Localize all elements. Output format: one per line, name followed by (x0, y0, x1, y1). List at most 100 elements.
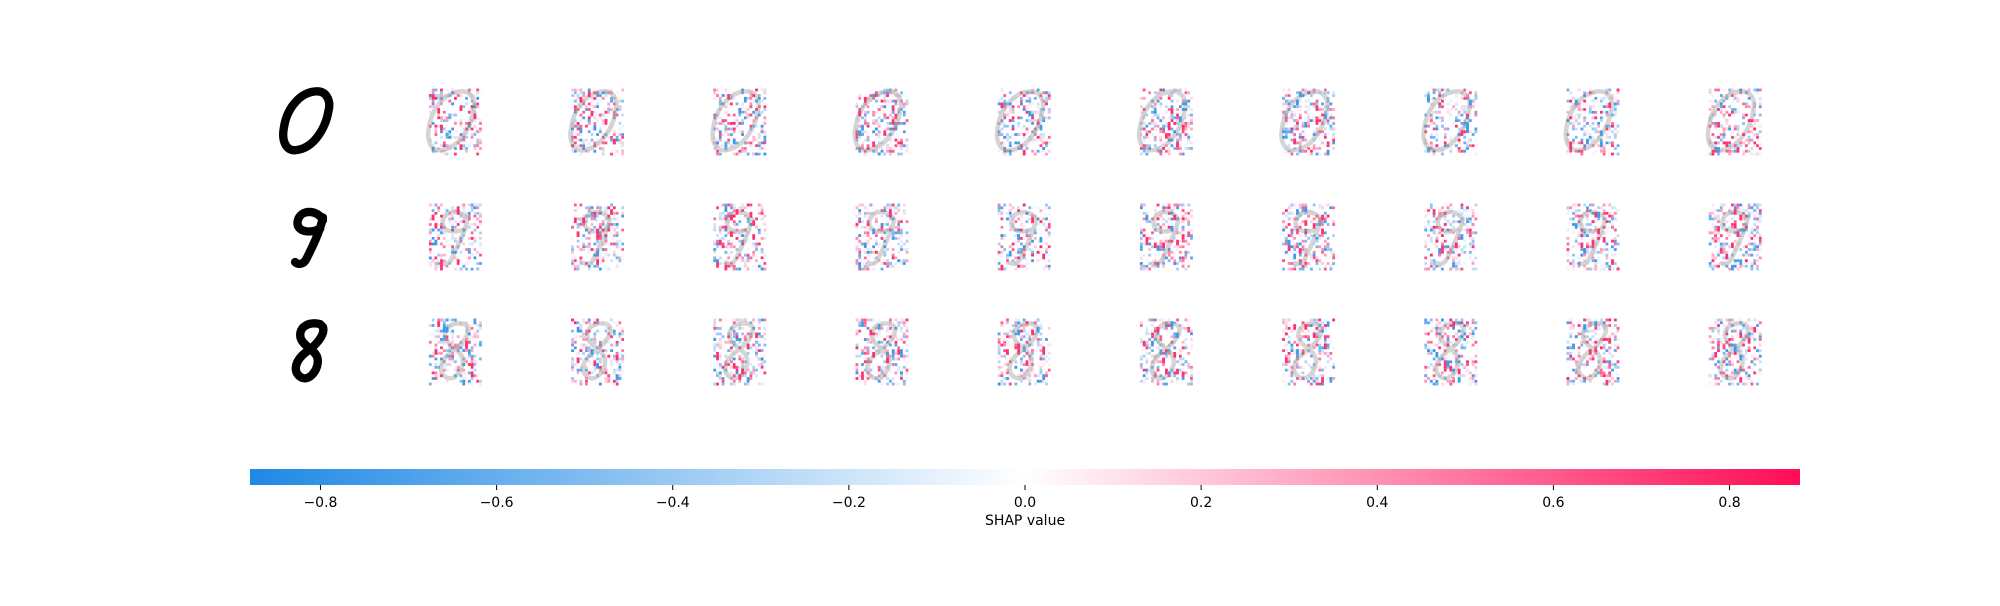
shap-pixel (476, 88, 480, 92)
shap-pixel (590, 138, 594, 142)
shap-pixel (1438, 105, 1442, 109)
shap-pixel (1045, 116, 1048, 120)
shap-pixel (1173, 259, 1177, 263)
shap-pixel (1566, 152, 1570, 156)
shap-pixel (869, 253, 873, 257)
shap-pixel (1326, 256, 1330, 260)
shap-pixel (1460, 220, 1464, 224)
shap-pixel-strong (1142, 234, 1146, 237)
shap-pixel (1047, 217, 1051, 221)
shap-pixel (883, 116, 887, 120)
shap-pixel (1602, 124, 1606, 128)
shap-pixel (440, 228, 443, 232)
shap-pixel (1315, 130, 1319, 134)
shap-pixel (1574, 119, 1578, 122)
shap-pixel (440, 225, 443, 229)
shap-pixel (587, 267, 591, 271)
shap-pixel (1329, 250, 1333, 254)
shap-pixel (473, 110, 477, 114)
shap-pixel (1460, 124, 1464, 128)
shap-pixel (467, 144, 471, 148)
shap-pixel (1429, 113, 1433, 117)
shap-pixel (1159, 138, 1163, 142)
shap-pixel (1323, 127, 1327, 131)
shap-pixel (1597, 144, 1600, 148)
shap-pixel (1282, 228, 1285, 232)
shap-pixel (1039, 225, 1043, 229)
shap-pixel (571, 130, 574, 134)
shap-pixel (738, 211, 742, 215)
shap-pixel (1597, 124, 1600, 128)
shap-pixel (1165, 122, 1168, 125)
shap-pixel (1296, 262, 1299, 265)
shap-pixel (746, 256, 750, 260)
shap-pixel (582, 147, 586, 150)
shap-heatmap-panel (428, 203, 482, 271)
shap-pixel (1151, 245, 1154, 249)
shap-pixel (749, 256, 753, 260)
shap-pixel (1605, 127, 1609, 131)
shap-pixel-strong (1006, 217, 1009, 221)
shap-pixel (883, 223, 887, 226)
shap-pixel (1613, 99, 1617, 103)
shap-pixel (1148, 248, 1152, 251)
shap-pixel (1321, 206, 1324, 210)
shap-pixel (743, 110, 747, 114)
shap-pixel (905, 220, 909, 224)
shap-pixel (743, 206, 747, 210)
shap-pixel (1142, 108, 1146, 111)
shap-pixel (1148, 91, 1152, 95)
shap-pixel (886, 149, 889, 153)
shap-pixel (746, 116, 750, 120)
shap-pixel (1583, 116, 1587, 120)
shap-pixel (1000, 127, 1004, 131)
shap-pixel (1613, 127, 1617, 131)
shap-pixel (431, 250, 435, 254)
shap-pixel (618, 99, 622, 103)
shap-pixel (476, 262, 480, 265)
shap-pixel (1323, 231, 1327, 235)
shap-pixel (1045, 102, 1048, 106)
shap-pixel (1142, 122, 1146, 125)
shap-pixel (1753, 133, 1757, 136)
shap-pixel (1468, 144, 1472, 148)
shap-pixel (1315, 223, 1319, 226)
shap-pixel (760, 99, 764, 103)
shap-pixel-strong (730, 214, 733, 221)
shap-pixel (598, 231, 602, 235)
shap-pixel (1315, 99, 1319, 103)
shap-pixel (1287, 262, 1291, 265)
shap-pixel (891, 133, 895, 136)
shap-pixel (598, 206, 602, 210)
shap-pixel (1466, 220, 1469, 224)
shap-pixel (1170, 99, 1174, 103)
shap-pixel (1003, 108, 1007, 111)
shap-pixel (1323, 267, 1327, 271)
shap-pixel (1047, 96, 1051, 100)
shap-pixel (612, 96, 616, 100)
shap-pixel (877, 135, 881, 139)
shap-pixel (902, 141, 906, 145)
shap-pixel (1298, 262, 1302, 265)
shap-pixel-strong (1323, 135, 1327, 139)
shap-pixel (1017, 144, 1021, 148)
shap-pixel (1173, 88, 1177, 92)
shap-pixel (858, 242, 862, 246)
shap-pixel (1028, 228, 1032, 232)
shap-pixel (763, 122, 767, 125)
shap-pixel (718, 144, 722, 148)
shap-pixel (741, 122, 744, 125)
shap-pixel (601, 110, 605, 114)
shap-pixel (1159, 130, 1163, 134)
shap-pixel (1463, 228, 1467, 232)
shap-pixel (1454, 94, 1458, 97)
shap-pixel-strong (1178, 116, 1182, 122)
shap-pixel (902, 209, 906, 212)
shap-pixel (1756, 152, 1759, 156)
shap-pixel (1139, 147, 1143, 150)
digit-overlay (1433, 209, 1466, 267)
shap-pixel (900, 262, 903, 265)
shap-pixel-strong (749, 211, 753, 218)
shap-pixel (1020, 250, 1023, 254)
shap-pixel (869, 203, 873, 207)
